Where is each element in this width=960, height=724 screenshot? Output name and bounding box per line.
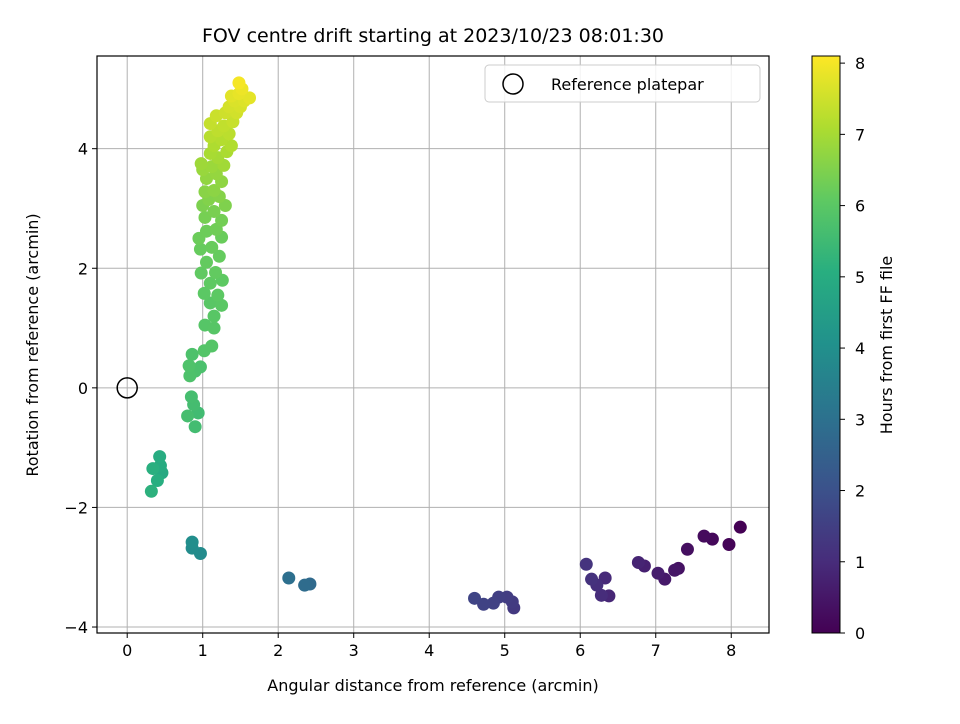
colorbar-tick-label: 0 xyxy=(855,624,865,643)
data-points xyxy=(116,76,747,615)
data-point xyxy=(188,420,202,434)
data-point xyxy=(182,359,196,373)
data-point xyxy=(194,157,208,171)
colorbar-tick-label: 8 xyxy=(855,54,865,73)
data-point xyxy=(205,339,219,353)
x-tick-label: 3 xyxy=(349,641,359,660)
data-point xyxy=(680,542,694,556)
y-axis-ticks: −4 −2 0 2 4 xyxy=(64,140,97,637)
colorbar-tick-label: 1 xyxy=(855,553,865,572)
colorbar-tick-label: 5 xyxy=(855,268,865,287)
data-point xyxy=(150,474,164,488)
data-point xyxy=(697,529,711,543)
data-point xyxy=(194,266,208,280)
data-point xyxy=(243,91,257,105)
data-point xyxy=(203,276,217,290)
data-point xyxy=(282,571,296,585)
data-point xyxy=(585,572,599,586)
data-point xyxy=(468,591,482,605)
data-point xyxy=(185,347,199,361)
y-tick-label: 4 xyxy=(78,140,88,159)
legend-box xyxy=(484,64,761,103)
data-point xyxy=(199,255,213,269)
data-point xyxy=(207,184,221,198)
colorbar-tick-label: 7 xyxy=(855,125,865,144)
y-tick-label: 2 xyxy=(78,259,88,278)
data-point xyxy=(668,563,682,577)
colorbar-gradient xyxy=(811,55,841,634)
legend: Reference platepar xyxy=(484,64,761,103)
data-point xyxy=(185,535,199,549)
x-tick-label: 8 xyxy=(726,641,736,660)
data-point xyxy=(209,265,223,279)
data-point xyxy=(207,309,221,323)
data-point xyxy=(298,578,312,592)
data-point xyxy=(486,596,500,610)
x-tick-label: 5 xyxy=(500,641,510,660)
x-axis-ticks: 0 1 2 3 4 5 6 7 8 xyxy=(122,633,736,660)
colorbar: 0 1 2 3 4 5 6 7 8 Hours from first FF file xyxy=(811,54,896,643)
data-point xyxy=(181,409,195,423)
data-point xyxy=(651,566,665,580)
data-point xyxy=(153,450,167,464)
colorbar-tick-label: 4 xyxy=(855,339,865,358)
data-point xyxy=(146,462,160,476)
x-tick-label: 4 xyxy=(424,641,434,660)
data-point xyxy=(193,242,207,256)
colorbar-tick-label: 6 xyxy=(855,197,865,216)
x-axis-label: Angular distance from reference (arcmin) xyxy=(267,676,598,695)
y-tick-label: −2 xyxy=(64,498,88,517)
colorbar-label: Hours from first FF file xyxy=(877,256,896,435)
data-point xyxy=(207,204,221,218)
data-point xyxy=(733,520,747,534)
chart-title: FOV centre drift starting at 2023/10/23 … xyxy=(202,25,664,47)
x-tick-label: 7 xyxy=(651,641,661,660)
colorbar-tick-label: 2 xyxy=(855,482,865,501)
y-axis-label: Rotation from reference (arcmin) xyxy=(23,213,42,476)
y-tick-label: −4 xyxy=(64,618,88,637)
legend-label: Reference platepar xyxy=(551,75,704,94)
x-tick-label: 0 xyxy=(122,641,132,660)
reference-platepar-marker xyxy=(116,377,138,399)
y-tick-label: 0 xyxy=(78,379,88,398)
legend-marker-icon xyxy=(502,73,524,95)
data-point xyxy=(207,321,221,335)
x-tick-label: 2 xyxy=(273,641,283,660)
data-point xyxy=(631,555,645,569)
colorbar-ticks: 0 1 2 3 4 5 6 7 8 xyxy=(840,54,865,643)
data-point xyxy=(205,240,219,254)
data-point xyxy=(215,298,229,312)
data-point xyxy=(722,538,736,552)
data-point xyxy=(224,139,238,153)
data-point xyxy=(232,76,246,90)
grid-lines xyxy=(97,56,769,633)
data-point xyxy=(594,588,608,602)
x-tick-label: 6 xyxy=(575,641,585,660)
data-point xyxy=(144,484,158,498)
plot-area-frame xyxy=(96,55,770,634)
data-point xyxy=(199,224,213,238)
data-point xyxy=(212,249,226,263)
data-point xyxy=(211,288,225,302)
data-point xyxy=(183,369,197,383)
data-point xyxy=(197,286,211,300)
x-tick-label: 1 xyxy=(198,641,208,660)
colorbar-tick-label: 3 xyxy=(855,410,865,429)
data-point xyxy=(579,557,593,571)
data-point xyxy=(215,213,229,227)
data-point xyxy=(184,390,198,404)
